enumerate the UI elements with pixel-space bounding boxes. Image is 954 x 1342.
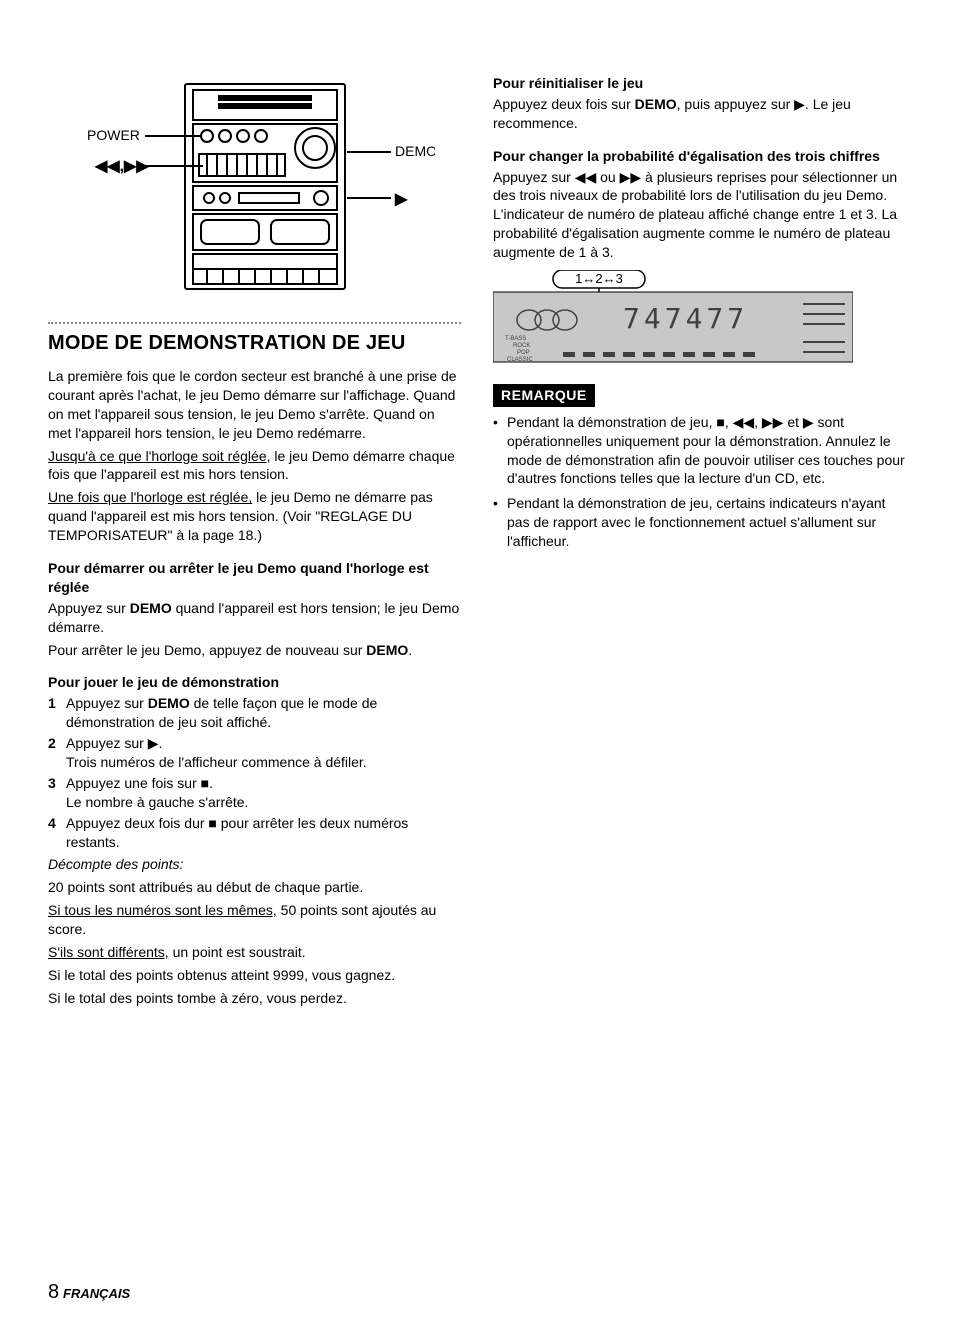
eq-label-2: POP: [517, 350, 530, 356]
section-divider: [48, 322, 461, 324]
seg-digits: 747477: [623, 302, 748, 335]
intro-paragraph: La première fois que le cordon secteur e…: [48, 367, 461, 545]
points-l3-r: un point est soustrait.: [169, 944, 306, 960]
r-sub1-a: Appuyez deux fois sur: [493, 96, 635, 112]
sub1-p2a: Pour arrêter le jeu Demo, appuyez de nou…: [48, 642, 366, 658]
r-sub1-heading: Pour réinitialiser le jeu: [493, 74, 906, 93]
eq-label-0: T-BASS: [505, 336, 526, 342]
bullet-2: Pendant la démonstration de jeu, certain…: [493, 494, 906, 551]
stereo-diagram-svg: POWER ◀◀,▶▶ DEMO ▶: [75, 74, 435, 304]
eq-label-3: CLASSIC: [507, 357, 533, 363]
right-column: Pour réinitialiser le jeu Appuyez deux f…: [493, 74, 906, 1012]
step-2-text: Appuyez sur ▶. Trois numéros de l'affich…: [66, 734, 461, 772]
display-diagram: 1↔2↔3 T-BASS ROCK POP CLASSIC 747477: [493, 270, 906, 370]
device-diagram: POWER ◀◀,▶▶ DEMO ▶: [48, 74, 461, 304]
lcd-display-svg: 1↔2↔3 T-BASS ROCK POP CLASSIC 747477: [493, 270, 853, 365]
page-number: 8: [48, 1281, 59, 1303]
two-column-layout: POWER ◀◀,▶▶ DEMO ▶ MODE DE DEMONSTRATION…: [48, 74, 906, 1012]
r-sub1-b: DEMO: [635, 96, 677, 112]
sub1-p2: Pour arrêter le jeu Demo, appuyez de nou…: [48, 641, 461, 660]
bullet-1-text: Pendant la démonstration de jeu, ■, ◀◀, …: [507, 413, 906, 489]
step-4-text: Appuyez deux fois dur ■ pour arrêter les…: [66, 814, 461, 852]
step-1-text: Appuyez sur DEMO de telle façon que le m…: [66, 694, 461, 732]
points-heading: Décompte des points:: [48, 855, 461, 874]
points-l3-u: S'ils sont différents,: [48, 944, 169, 960]
remarque-badge: REMARQUE: [493, 384, 595, 407]
step-4: 4 Appuyez deux fois dur ■ pour arrêter l…: [48, 814, 461, 852]
step-3-a: Appuyez une fois sur ■.: [66, 775, 213, 791]
label-demo: DEMO: [395, 143, 435, 159]
step-3-text: Appuyez une fois sur ■. Le nombre à gauc…: [66, 774, 461, 812]
intro-l3-underline: Une fois que l'horloge est réglée,: [48, 489, 252, 505]
step-3-sub: Le nombre à gauche s'arrête.: [66, 794, 248, 810]
left-column: POWER ◀◀,▶▶ DEMO ▶ MODE DE DEMONSTRATION…: [48, 74, 461, 1012]
points-l2-u: Si tous les numéros sont les mêmes,: [48, 902, 277, 918]
points-l3: S'ils sont différents, un point est sous…: [48, 943, 461, 962]
eq-label-1: ROCK: [513, 343, 530, 349]
step-2: 2 Appuyez sur ▶. Trois numéros de l'affi…: [48, 734, 461, 772]
points-l4: Si le total des points obtenus atteint 9…: [48, 966, 461, 985]
page-footer: 8 FRANÇAIS: [48, 1279, 130, 1306]
intro-line-3: Une fois que l'horloge est réglée, le je…: [48, 488, 461, 545]
step-1-b: DEMO: [148, 695, 190, 711]
step-2-num: 2: [48, 734, 66, 772]
sub2-heading: Pour jouer le jeu de démonstration: [48, 673, 461, 692]
step-2-sub: Trois numéros de l'afficheur commence à …: [66, 754, 367, 770]
sub1-p2c: .: [408, 642, 412, 658]
step-4-num: 4: [48, 814, 66, 852]
r-sub2-body: Appuyez sur ◀◀ ou ▶▶ à plusieurs reprise…: [493, 168, 906, 262]
points-l1: 20 points sont attribués au début de cha…: [48, 878, 461, 897]
section-title: MODE DE DEMONSTRATION DE JEU: [48, 330, 461, 357]
points-l2: Si tous les numéros sont les mêmes, 50 p…: [48, 901, 461, 939]
intro-line-1: La première fois que le cordon secteur e…: [48, 367, 461, 443]
intro-l2-underline: Jusqu'à ce que l'horloge soit réglée,: [48, 448, 271, 464]
step-3: 3 Appuyez une fois sur ■. Le nombre à ga…: [48, 774, 461, 812]
step-1-a: Appuyez sur: [66, 695, 148, 711]
sub1-heading: Pour démarrer ou arrêter le jeu Demo qua…: [48, 559, 461, 597]
points-l5: Si le total des points tombe à zéro, vou…: [48, 989, 461, 1008]
r-sub2-heading: Pour changer la probabilité d'égalisatio…: [493, 147, 906, 166]
step-3-num: 3: [48, 774, 66, 812]
sub1-p2b: DEMO: [366, 642, 408, 658]
bullet-1: Pendant la démonstration de jeu, ■, ◀◀, …: [493, 413, 906, 489]
label-play: ▶: [394, 191, 408, 208]
indicator-text: 1↔2↔3: [575, 271, 623, 286]
intro-line-2: Jusqu'à ce que l'horloge soit réglée, le…: [48, 447, 461, 485]
step-2-a: Appuyez sur ▶.: [66, 735, 162, 751]
bullet-2-text: Pendant la démonstration de jeu, certain…: [507, 494, 906, 551]
remarque-bullets: Pendant la démonstration de jeu, ■, ◀◀, …: [493, 413, 906, 551]
sub1-p1a: Appuyez sur: [48, 600, 130, 616]
label-rewff: ◀◀,▶▶: [94, 158, 149, 175]
label-power: POWER: [87, 127, 140, 143]
step-1: 1 Appuyez sur DEMO de telle façon que le…: [48, 694, 461, 732]
page-language: FRANÇAIS: [63, 1286, 130, 1301]
sub1-p1: Appuyez sur DEMO quand l'appareil est ho…: [48, 599, 461, 637]
r-sub1-body: Appuyez deux fois sur DEMO, puis appuyez…: [493, 95, 906, 133]
step-1-num: 1: [48, 694, 66, 732]
steps-list: 1 Appuyez sur DEMO de telle façon que le…: [48, 694, 461, 851]
sub1-p1b: DEMO: [130, 600, 172, 616]
